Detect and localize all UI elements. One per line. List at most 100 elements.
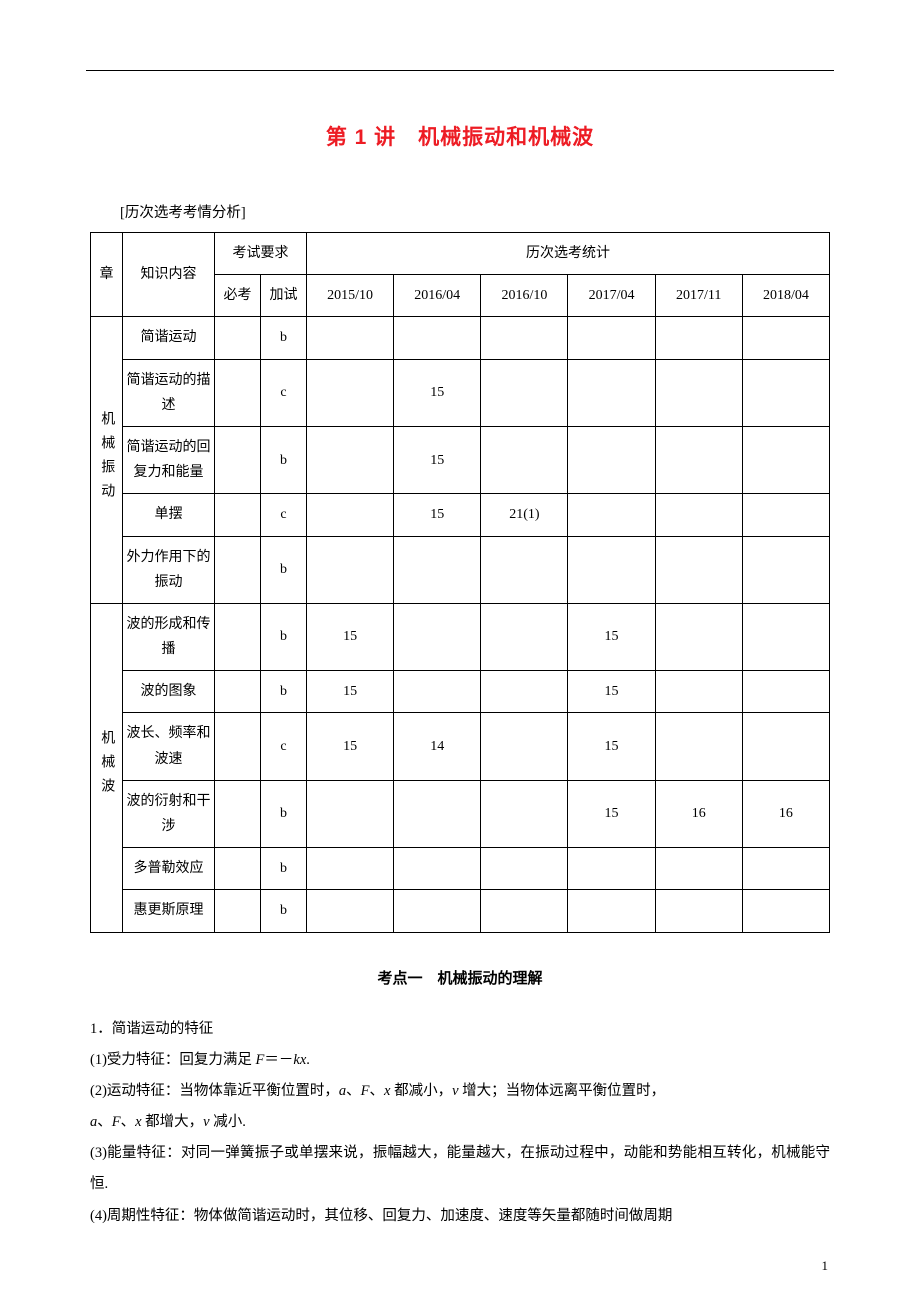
text: 、 [121,1114,136,1130]
year-cell [742,359,829,426]
req-add-cell: b [261,317,307,359]
var-f: F [361,1083,370,1099]
year-cell [568,426,655,493]
req-add-cell: b [261,603,307,670]
year-cell: 15 [568,713,655,780]
th-topic: 知识内容 [123,233,215,317]
year-cell: 15 [307,713,394,780]
th-year: 2018/04 [742,275,829,317]
topic-cell: 波长、频率和波速 [123,713,215,780]
text: 减小. [210,1114,246,1130]
year-cell: 15 [394,426,481,493]
topic-cell: 波的图象 [123,671,215,713]
exam-table: 章 知识内容 考试要求 历次选考统计 必考 加试 2015/10 2016/04… [90,232,830,933]
p4: (3)能量特征：对同一弹簧振子或单摆来说，振幅越大，能量越大，在振动过程中，动能… [90,1138,830,1200]
req-must-cell [215,494,261,536]
year-cell [655,536,742,603]
year-cell [307,317,394,359]
year-cell [307,848,394,890]
section-subtitle: 考点一 机械振动的理解 [90,967,830,988]
req-must-cell [215,317,261,359]
table-row: 机械波 波的形成和传播 b 15 15 [91,603,830,670]
year-cell [742,494,829,536]
year-cell [394,317,481,359]
p-intro: 1．简谐运动的特征 [90,1014,830,1045]
page: 第 1 讲 机械振动和机械波 [历次选考考情分析] 章 知识内容 考试要求 历次… [0,0,920,1302]
year-cell: 15 [568,671,655,713]
chapter-name: 机械振动 [94,405,119,507]
year-cell [655,671,742,713]
year-cell [481,603,568,670]
year-cell [742,426,829,493]
text: 都减小， [390,1083,452,1099]
var-kx: kx [293,1052,306,1068]
topic-cell: 多普勒效应 [123,848,215,890]
req-add-cell: b [261,780,307,847]
year-cell [481,671,568,713]
year-cell: 15 [394,359,481,426]
req-must-cell [215,359,261,426]
th-chapter: 章 [91,233,123,317]
year-cell: 15 [568,780,655,847]
year-cell [655,494,742,536]
year-cell [742,671,829,713]
th-year: 2015/10 [307,275,394,317]
th-history: 历次选考统计 [307,233,830,275]
year-cell [655,359,742,426]
req-must-cell [215,603,261,670]
chapter-cell: 机械振动 [91,317,123,604]
year-cell [568,848,655,890]
table-head: 章 知识内容 考试要求 历次选考统计 必考 加试 2015/10 2016/04… [91,233,830,317]
table-row: 外力作用下的振动 b [91,536,830,603]
year-cell [394,890,481,932]
year-cell [568,536,655,603]
req-add-cell: b [261,426,307,493]
year-cell [481,536,568,603]
year-cell [394,671,481,713]
chapter-cell: 机械波 [91,603,123,932]
body-text: 1．简谐运动的特征 (1)受力特征：回复力满足 F＝－kx. (2)运动特征：当… [90,1014,830,1232]
chapter-name: 机械波 [94,724,119,802]
req-add-cell: c [261,494,307,536]
topic-cell: 简谐运动的回复力和能量 [123,426,215,493]
req-must-cell [215,848,261,890]
year-cell [394,780,481,847]
table-row: 机械振动 简谐运动 b [91,317,830,359]
th-req: 考试要求 [215,233,307,275]
req-add-cell: c [261,359,307,426]
year-cell: 16 [742,780,829,847]
year-cell [481,780,568,847]
p1: (1)受力特征：回复力满足 F＝－kx. [90,1045,830,1076]
th-req-add: 加试 [261,275,307,317]
th-year: 2016/04 [394,275,481,317]
year-cell [655,848,742,890]
year-cell [655,317,742,359]
text: (2)运动特征：当物体靠近平衡位置时， [90,1083,339,1099]
year-cell: 15 [568,603,655,670]
th-year: 2016/10 [481,275,568,317]
req-add-cell: b [261,671,307,713]
req-must-cell [215,671,261,713]
year-cell [742,890,829,932]
year-cell [655,426,742,493]
year-cell: 15 [307,671,394,713]
year-cell [481,890,568,932]
table-row: 多普勒效应 b [91,848,830,890]
table-row: 波的图象 b 15 15 [91,671,830,713]
req-must-cell [215,426,261,493]
year-cell [481,426,568,493]
topic-cell: 波的衍射和干涉 [123,780,215,847]
req-add-cell: b [261,890,307,932]
text: ＝－ [264,1052,293,1068]
year-cell [568,317,655,359]
text: 都增大， [142,1114,204,1130]
year-cell [742,603,829,670]
year-cell [742,536,829,603]
req-must-cell [215,536,261,603]
year-cell: 15 [394,494,481,536]
var-f: F [112,1114,121,1130]
text: . [306,1052,310,1068]
year-cell [307,494,394,536]
topic-cell: 外力作用下的振动 [123,536,215,603]
p3: a、F、x 都增大，v 减小. [90,1107,830,1138]
